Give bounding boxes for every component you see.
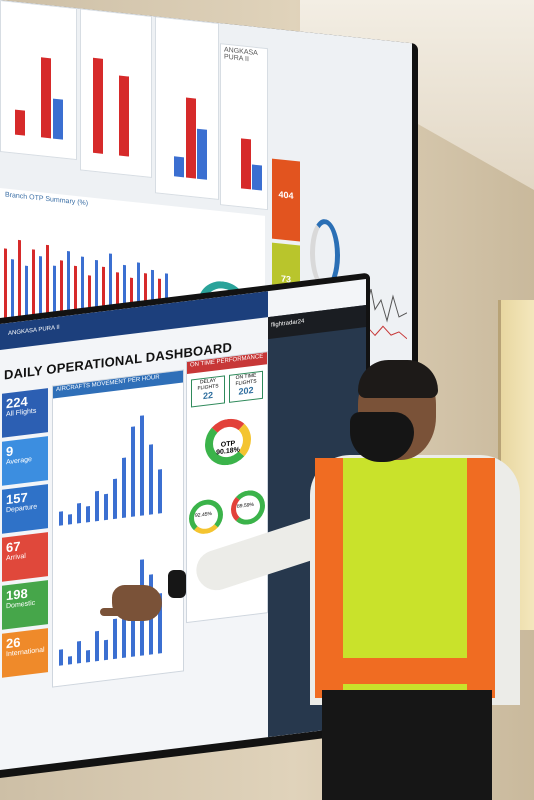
pants (322, 690, 492, 800)
bar (4, 248, 7, 319)
branch-tile (80, 8, 152, 178)
bar (252, 164, 262, 191)
bar (77, 641, 81, 664)
bar (32, 249, 35, 322)
counter-value: 404 (278, 189, 294, 201)
bar (86, 505, 90, 523)
branch-tile (155, 16, 219, 201)
stat-card[interactable]: 26 International (2, 628, 48, 678)
person-pointing (100, 360, 534, 800)
brand-label: ANGKASA PURA II (224, 46, 258, 64)
stat-card[interactable]: 9 Average (2, 436, 48, 486)
map-title: flightradar24 (268, 304, 366, 340)
bar (53, 98, 63, 140)
vest-stripe (315, 658, 495, 684)
counter-box: 404 (272, 158, 300, 242)
bar (68, 656, 72, 665)
bar (59, 511, 63, 526)
bar (77, 503, 81, 524)
bar (41, 57, 51, 139)
brand-label: ANGKASA PURA II (8, 324, 60, 338)
bar (95, 490, 99, 522)
bar (174, 156, 184, 178)
stat-card[interactable]: 67 Arrival (2, 532, 48, 582)
pointing-finger (100, 608, 128, 616)
wristwatch (168, 570, 186, 598)
bar (11, 259, 14, 320)
bar (119, 75, 129, 157)
counter-value: 73 (280, 273, 291, 285)
bar (241, 138, 251, 190)
bar (25, 265, 28, 321)
stat-card[interactable]: 198 Domestic (2, 580, 48, 630)
bar (93, 57, 103, 154)
stat-card[interactable]: 157 Departure (2, 484, 48, 534)
bar (59, 649, 63, 666)
bar (86, 649, 90, 663)
branch-tile (0, 0, 77, 161)
bar (95, 630, 99, 662)
bar (68, 514, 72, 525)
stat-card[interactable]: 224 All Flights (2, 388, 48, 438)
bar (18, 239, 21, 321)
safety-vest (315, 458, 495, 698)
face-mask (350, 412, 414, 462)
branch-tile: ANGKASA PURA II (220, 43, 268, 211)
bar (186, 97, 196, 179)
hair (358, 360, 438, 398)
bar (15, 109, 25, 136)
bar (197, 128, 207, 180)
